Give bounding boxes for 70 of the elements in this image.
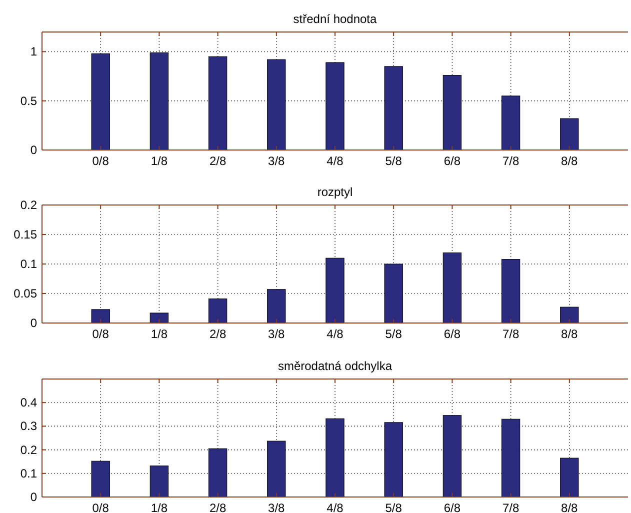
x-tick-label: 8/8 xyxy=(561,154,578,168)
bar xyxy=(208,448,228,498)
x-tick-label: 3/8 xyxy=(268,501,286,513)
bar xyxy=(501,418,520,498)
bar xyxy=(91,53,110,150)
x-tick-label: 0/8 xyxy=(92,327,110,341)
y-tick-label: 0.1 xyxy=(20,466,38,480)
bar xyxy=(150,52,169,150)
x-tick-label: 4/8 xyxy=(326,154,344,168)
x-tick-label: 7/8 xyxy=(502,501,520,513)
x-tick-label: 6/8 xyxy=(444,327,461,341)
y-tick-label: 0.1 xyxy=(20,257,38,271)
chart-title: střední hodnota xyxy=(293,12,378,26)
x-tick-label: 8/8 xyxy=(561,501,578,513)
y-tick-label: 0.2 xyxy=(20,198,38,212)
x-tick-label: 6/8 xyxy=(444,501,461,513)
x-tick-label: 7/8 xyxy=(502,154,520,168)
bar xyxy=(150,466,169,498)
y-tick-label: 0 xyxy=(30,316,38,330)
y-tick-label: 0 xyxy=(30,143,38,157)
x-tick-label: 6/8 xyxy=(444,154,461,168)
x-tick-label: 2/8 xyxy=(209,501,226,513)
bar xyxy=(208,298,228,324)
bar xyxy=(267,440,286,498)
x-tick-label: 0/8 xyxy=(92,501,110,513)
bar xyxy=(91,460,110,498)
y-tick-label: 0.5 xyxy=(20,94,38,108)
x-tick-label: 0/8 xyxy=(92,154,110,168)
bar xyxy=(442,415,462,498)
bar xyxy=(384,66,403,150)
chart-title: rozptyl xyxy=(317,185,353,199)
bar xyxy=(326,418,344,498)
x-tick-label: 5/8 xyxy=(385,154,402,168)
x-tick-label: 2/8 xyxy=(209,327,226,341)
y-tick-label: 1 xyxy=(30,44,38,59)
bar xyxy=(560,306,579,324)
chart-title: směrodatná odchylka xyxy=(278,359,392,373)
bar xyxy=(326,258,344,324)
bar xyxy=(501,96,520,150)
bar xyxy=(442,252,462,324)
x-tick-label: 1/8 xyxy=(150,154,168,168)
y-tick-label: 0.2 xyxy=(20,442,38,457)
x-tick-label: 4/8 xyxy=(326,501,344,513)
x-tick-label: 7/8 xyxy=(502,327,520,341)
y-tick-label: 0.4 xyxy=(20,396,38,410)
bar xyxy=(384,264,403,324)
bar xyxy=(326,62,344,150)
bar xyxy=(208,56,228,150)
y-tick-label: 0.15 xyxy=(14,228,38,242)
x-tick-label: 8/8 xyxy=(561,327,578,341)
bar xyxy=(150,312,169,324)
bar xyxy=(267,59,286,150)
x-tick-label: 2/8 xyxy=(209,154,226,168)
bar xyxy=(560,458,579,498)
bar xyxy=(91,309,110,324)
bar xyxy=(560,118,579,150)
bar xyxy=(442,75,462,150)
bar xyxy=(384,422,403,498)
y-tick-label: 0.3 xyxy=(20,419,38,434)
bar xyxy=(267,289,286,324)
y-tick-label: 0 xyxy=(30,490,38,504)
x-tick-label: 5/8 xyxy=(385,501,402,513)
bar xyxy=(501,259,520,324)
x-tick-label: 1/8 xyxy=(150,327,168,341)
x-tick-label: 5/8 xyxy=(385,327,402,341)
x-tick-label: 4/8 xyxy=(326,327,344,341)
y-tick-label: 0.05 xyxy=(14,286,38,300)
x-tick-label: 1/8 xyxy=(150,501,168,513)
x-tick-label: 3/8 xyxy=(268,154,286,168)
x-tick-label: 3/8 xyxy=(268,327,286,341)
